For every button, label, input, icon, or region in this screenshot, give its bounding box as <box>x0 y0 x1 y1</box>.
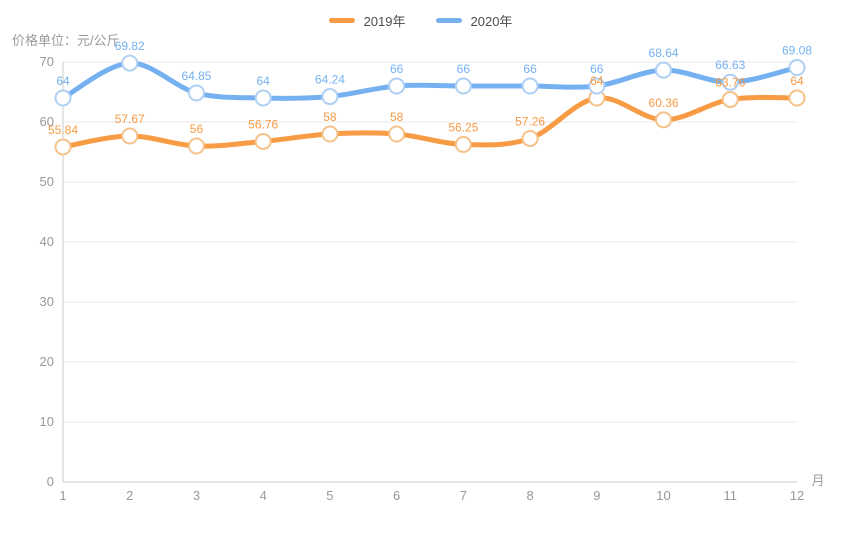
data-point-2020-m9[interactable] <box>588 77 606 95</box>
data-label-2020-m9: 66 <box>590 62 604 76</box>
y-tick-label: 0 <box>47 474 54 489</box>
x-tick-label: 7 <box>460 488 467 503</box>
legend-item-2019[interactable]: 2019年 <box>328 11 406 30</box>
data-label-2020-m5: 64.24 <box>315 73 345 87</box>
x-tick-label: 9 <box>593 488 600 503</box>
x-tick-label: 10 <box>656 488 670 503</box>
data-label-2020-m7: 66 <box>457 62 471 76</box>
data-point-2020-m5[interactable] <box>321 88 339 106</box>
series-line-2020[interactable] <box>60 60 800 101</box>
x-tick-label: 2 <box>126 488 133 503</box>
data-label-2019-m9: 64 <box>590 74 604 88</box>
data-point-2019-m7[interactable] <box>454 136 472 153</box>
data-label-2019-m3: 56 <box>190 122 204 136</box>
legend-marker-2020-icon <box>435 18 462 23</box>
data-point-2020-m7[interactable] <box>454 77 472 95</box>
data-label-2020-m2: 69.82 <box>115 39 145 53</box>
data-label-2020-m4: 64 <box>257 74 271 88</box>
y-tick-label: 60 <box>40 114 54 129</box>
data-label-2020-m3: 64.85 <box>181 69 211 83</box>
data-point-2020-m10[interactable] <box>655 61 673 79</box>
y-tick-label: 40 <box>40 234 54 249</box>
data-point-2020-m2[interactable] <box>121 54 139 72</box>
legend-item-2020[interactable]: 2020年 <box>435 11 513 30</box>
y-axis-unit-label: 价格单位：元/公斤 <box>12 33 120 48</box>
data-label-2020-m1: 64 <box>56 74 70 88</box>
data-label-2019-m1: 55.84 <box>48 123 78 137</box>
data-point-2020-m3[interactable] <box>187 84 205 102</box>
data-point-2019-m6[interactable] <box>388 125 406 143</box>
data-point-2019-m8[interactable] <box>521 129 539 147</box>
x-tick-label: 5 <box>326 488 333 503</box>
data-label-2020-m11: 66.63 <box>715 58 745 72</box>
data-point-2019-m4[interactable] <box>254 132 272 150</box>
y-tick-label: 50 <box>40 174 54 189</box>
data-point-2020-m8[interactable] <box>521 77 539 95</box>
y-tick-label: 30 <box>40 294 54 309</box>
legend-label-2019: 2019年 <box>363 14 406 29</box>
data-point-2019-m5[interactable] <box>321 125 339 143</box>
data-label-2020-m6: 66 <box>390 62 404 76</box>
x-axis-name: 月 <box>811 473 824 488</box>
data-label-2019-m12: 64 <box>790 74 804 88</box>
data-point-2019-m2[interactable] <box>121 127 139 145</box>
data-label-2019-m4: 56.76 <box>248 117 278 131</box>
data-label-2019-m5: 58 <box>323 110 337 124</box>
data-point-2020-m1[interactable] <box>54 89 72 107</box>
data-point-2019-m11[interactable] <box>721 90 739 108</box>
data-point-2020-m12[interactable] <box>788 59 806 77</box>
x-tick-label: 12 <box>790 488 804 503</box>
data-point-2020-m11[interactable] <box>721 73 739 91</box>
legend: 2019年 2020年 <box>0 11 841 30</box>
data-label-2020-m8: 66 <box>523 62 537 76</box>
legend-marker-2019-icon <box>328 18 355 23</box>
y-tick-label: 20 <box>40 354 54 369</box>
data-point-2020-m6[interactable] <box>388 77 406 95</box>
data-label-2019-m6: 58 <box>390 110 404 124</box>
data-label-2020-m10: 68.64 <box>649 46 679 60</box>
data-label-2019-m8: 57.26 <box>515 114 545 128</box>
data-point-2019-m10[interactable] <box>655 111 673 129</box>
data-point-2020-m4[interactable] <box>254 89 272 107</box>
x-tick-label: 4 <box>260 488 267 503</box>
x-tick-label: 8 <box>526 488 533 503</box>
data-label-2020-m12: 69.08 <box>782 44 812 58</box>
data-label-2019-m2: 57.67 <box>115 112 145 126</box>
data-point-2019-m1[interactable] <box>54 138 72 156</box>
x-tick-label: 11 <box>724 488 738 503</box>
data-label-2019-m10: 60.36 <box>649 96 679 110</box>
data-point-2019-m12[interactable] <box>788 89 806 107</box>
data-label-2019-m7: 56.25 <box>448 121 478 135</box>
legend-label-2020: 2020年 <box>470 14 513 29</box>
x-tick-label: 1 <box>59 488 66 503</box>
data-point-2019-m3[interactable] <box>187 137 205 155</box>
y-tick-label: 70 <box>40 54 54 69</box>
y-tick-label: 10 <box>40 414 54 429</box>
x-tick-label: 3 <box>193 488 200 503</box>
data-label-2019-m11: 63.76 <box>715 75 745 89</box>
x-tick-label: 6 <box>393 488 400 503</box>
